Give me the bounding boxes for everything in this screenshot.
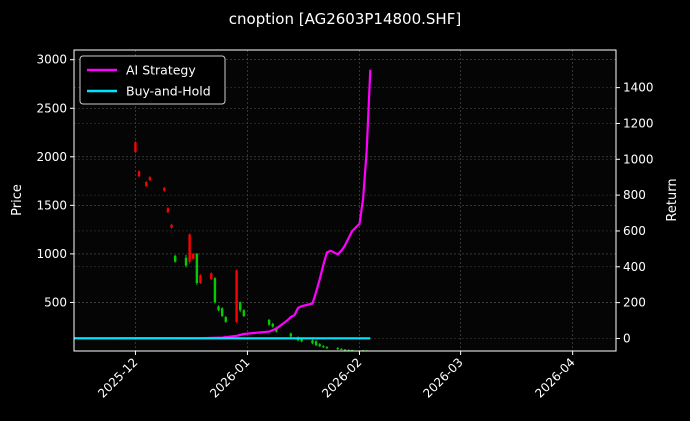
candle-body xyxy=(184,257,188,266)
candle-body xyxy=(314,341,318,346)
y-left-tick-label: 3000 xyxy=(36,53,67,67)
y-left-tick-label: 1000 xyxy=(36,247,67,261)
candle-body xyxy=(300,338,303,342)
plot-frame xyxy=(73,49,617,352)
candle-body xyxy=(322,346,325,348)
candle-body xyxy=(311,340,314,344)
y-right-tick-label: 800 xyxy=(623,188,646,202)
candle-body xyxy=(199,275,202,284)
candle-body xyxy=(192,253,195,259)
candle-body xyxy=(166,208,170,213)
candle-body xyxy=(343,349,347,351)
candle-body xyxy=(347,349,350,351)
legend-label-buyhold: Buy-and-Hold xyxy=(126,84,211,99)
candle-body xyxy=(173,255,177,262)
y-axis-right-label: Return xyxy=(665,178,680,221)
legend-label-ai: AI Strategy xyxy=(126,63,196,78)
candle-body xyxy=(235,270,238,322)
candle-body xyxy=(325,347,329,349)
ai-strategy-line xyxy=(73,69,372,340)
y-left-tick-label: 1500 xyxy=(36,198,67,212)
y-right-tick-label: 0 xyxy=(623,331,631,345)
candle-body xyxy=(145,182,148,186)
candle-body xyxy=(163,187,166,191)
chart-title: cnoption [AG2603P14800.SHF] xyxy=(229,10,461,28)
legend: AI Strategy Buy-and-Hold xyxy=(79,55,226,105)
candle-body xyxy=(242,310,246,317)
y-left-tick-label: 500 xyxy=(44,295,67,309)
return-series xyxy=(73,69,372,340)
y-right-tick-label: 1200 xyxy=(623,116,654,130)
candle-body xyxy=(148,177,152,181)
candle-body xyxy=(170,224,173,228)
candle-body xyxy=(336,348,339,350)
y-right-tick-label: 200 xyxy=(623,296,646,310)
candle-body xyxy=(188,234,191,262)
y-axis-left: 500 1000 1500 2000 2500 3000 xyxy=(36,53,74,309)
candle-body xyxy=(137,171,141,177)
candle-body xyxy=(213,278,217,303)
candle-body xyxy=(271,323,274,327)
candle-body xyxy=(289,333,292,337)
candle-body xyxy=(134,142,137,152)
y-axis-left-label: Price xyxy=(10,184,25,216)
candle-body xyxy=(220,308,224,317)
y-left-tick-label: 2000 xyxy=(36,150,67,164)
candle-body xyxy=(318,344,321,347)
y-left-tick-label: 2500 xyxy=(36,101,67,115)
candle-body xyxy=(210,273,213,280)
y-right-tick-label: 600 xyxy=(623,224,646,238)
candle-body xyxy=(239,302,242,311)
y-right-tick-label: 1400 xyxy=(623,81,654,95)
y-right-tick-label: 1000 xyxy=(623,152,654,166)
y-axis-right: 0 200 400 600 800 1000 1200 1400 xyxy=(616,81,654,345)
candle-body xyxy=(224,317,227,322)
candle-body xyxy=(340,349,343,351)
y-right-tick-label: 400 xyxy=(623,260,646,274)
candle-body xyxy=(267,319,271,325)
candle-body xyxy=(195,253,199,284)
candle-body xyxy=(217,306,220,311)
